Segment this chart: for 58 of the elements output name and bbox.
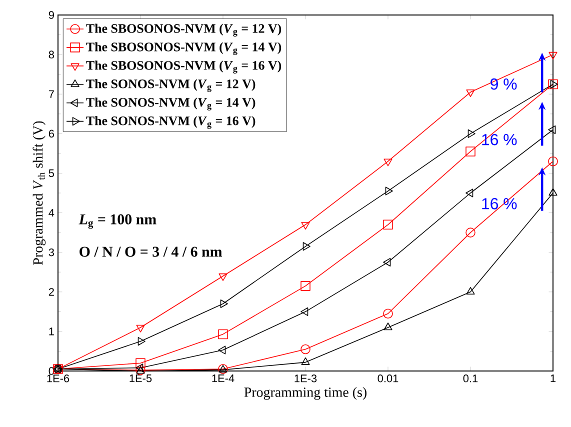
point	[384, 158, 392, 166]
x-axis-title: Programming time (s)	[244, 387, 366, 400]
point	[301, 222, 310, 230]
y-tick-label: 3	[48, 248, 54, 256]
point	[136, 358, 146, 368]
y-tick-label: 2	[48, 288, 54, 296]
point	[385, 186, 393, 196]
y-axis-title: Programmed V$_{th}$ shift (V)	[32, 121, 46, 265]
annotation: O / N / O = 3 / 4 / 6 nm	[80, 246, 222, 257]
point	[548, 125, 556, 134]
point	[548, 188, 558, 196]
y-tick-label: 7	[48, 90, 54, 98]
point	[466, 286, 475, 295]
point	[301, 357, 310, 365]
point	[220, 299, 228, 308]
point	[300, 281, 310, 291]
legend-label: The SONOS-NVM (V$_{g}$ = 16 V)	[86, 116, 256, 129]
point	[383, 258, 391, 267]
legend-label: The SONOS-NVM (V$_{g}$ = 12 V)	[86, 79, 256, 92]
point	[466, 228, 476, 238]
y-tick-label: 4	[48, 209, 54, 217]
y-tick-label: 5	[48, 169, 54, 178]
point	[466, 89, 475, 98]
point	[136, 364, 144, 372]
point	[138, 337, 146, 346]
x-tick-label: 1E-4	[212, 374, 234, 382]
point	[218, 329, 228, 340]
x-tick-label: 1E-6	[47, 374, 70, 382]
point	[466, 188, 474, 198]
point	[468, 129, 476, 138]
x-tick-label: 1E-5	[130, 374, 152, 382]
point	[302, 242, 310, 251]
legend-label: The SBOSONOS-NVM (V$_{g}$ = 16 V)	[86, 60, 282, 74]
point	[218, 346, 226, 354]
point	[383, 308, 393, 319]
point	[384, 322, 392, 330]
point	[466, 146, 476, 156]
legend-label: The SBOSONOS-NVM (V$_{g}$ = 12 V)	[86, 24, 282, 37]
y-tick-label: 9	[48, 11, 54, 19]
annotation: L$_{g}$ = 100 nm	[78, 214, 156, 229]
point	[548, 156, 558, 166]
point	[300, 344, 310, 354]
point	[136, 324, 145, 332]
point	[218, 273, 228, 281]
annotation: 9 %	[490, 78, 517, 90]
x-tick-label: 1E-3	[294, 374, 317, 382]
x-tick-label: 1	[550, 374, 556, 382]
legend-label: The SBOSONOS-NVM (V$_{g}$ = 14 V)	[86, 42, 282, 55]
x-tick-label: 0.01	[378, 374, 398, 382]
point	[548, 52, 558, 60]
x-tick-label: 0.1	[463, 374, 478, 382]
y-tick-label: 1	[49, 328, 54, 336]
annotation: 16 %	[482, 198, 517, 210]
legend-label: The SONOS-NVM (V$_{g}$ = 14 V)	[86, 98, 256, 110]
y-tick-label: 8	[48, 50, 54, 58]
point	[383, 220, 393, 230]
point	[300, 307, 308, 316]
y-tick-label: 6	[48, 130, 54, 138]
